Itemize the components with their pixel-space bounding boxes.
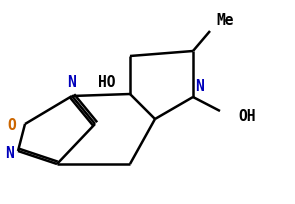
Text: N: N [5,146,14,161]
Text: HO: HO [98,75,115,90]
Text: O: O [7,117,16,132]
Text: OH: OH [238,109,255,124]
Text: N: N [67,75,76,90]
Text: Me: Me [216,13,234,28]
Text: N: N [195,79,204,94]
